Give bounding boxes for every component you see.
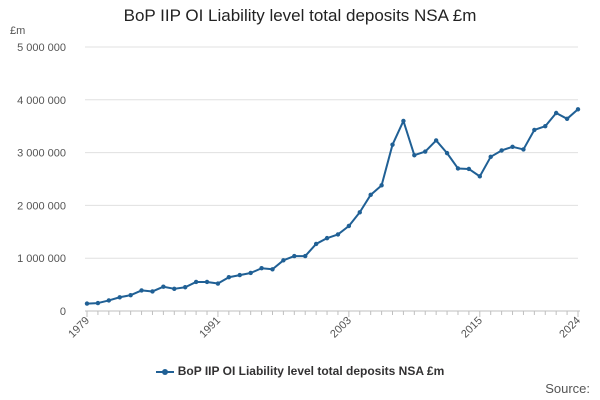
- series-layer: [84, 107, 581, 306]
- data-point: [499, 148, 504, 153]
- axes: 0 1 000 000 2 000 000 3 000 000 4 000 000 5 0…: [10, 25, 583, 340]
- chart-title: BoP IIP OI Liability level total deposit…: [123, 6, 477, 25]
- data-point: [237, 272, 242, 278]
- data-point: [532, 127, 537, 133]
- data-point: [259, 266, 264, 271]
- data-point: [215, 281, 221, 286]
- y-tick-label: 1 000 000: [17, 253, 66, 265]
- data-point: [379, 183, 384, 188]
- data-point: [521, 147, 526, 152]
- data-point: [455, 166, 461, 171]
- legend: BoP IIP OI Liability level total deposit…: [0, 364, 600, 378]
- x-tick-label: 1991: [197, 315, 223, 341]
- y-tick-label: 5 000 000: [17, 42, 66, 54]
- data-point: [510, 144, 515, 149]
- data-point: [128, 292, 133, 298]
- data-point: [281, 258, 286, 263]
- gridlines: [85, 46, 578, 259]
- data-point: [553, 110, 559, 116]
- data-point: [466, 166, 472, 172]
- x-tick-label: 2024: [557, 315, 583, 341]
- data-point: [292, 253, 297, 259]
- data-point: [313, 241, 319, 247]
- x-tick-label: 1979: [66, 315, 92, 341]
- data-point: [183, 285, 188, 290]
- y-tick-label: 3 000 000: [17, 148, 66, 160]
- source-label: Source:: [545, 381, 590, 396]
- data-point: [423, 149, 428, 154]
- data-point: [204, 279, 210, 285]
- data-point: [161, 284, 166, 289]
- data-point: [248, 270, 253, 276]
- legend-swatch: [155, 367, 174, 377]
- data-point: [193, 279, 199, 285]
- data-point: [303, 253, 308, 259]
- data-point: [575, 107, 581, 112]
- legend-label: BoP IIP OI Liability level total deposit…: [177, 364, 445, 378]
- data-point: [226, 275, 232, 280]
- data-point: [488, 154, 493, 160]
- data-point: [477, 174, 482, 179]
- data-point: [95, 300, 101, 306]
- y-tick-label: 0: [60, 306, 66, 318]
- data-point: [390, 142, 395, 147]
- data-point: [335, 232, 341, 237]
- data-point: [84, 301, 90, 306]
- y-axis-unit-label: £m: [10, 25, 25, 37]
- data-point: [150, 289, 155, 294]
- x-tick-label: 2015: [459, 315, 485, 341]
- data-point: [106, 298, 112, 303]
- data-point: [324, 235, 330, 241]
- data-point: [412, 153, 417, 158]
- y-tick-label: 4 000 000: [17, 95, 66, 107]
- data-point: [433, 138, 439, 143]
- series-line: [86, 108, 579, 305]
- data-point: [564, 116, 570, 122]
- data-point: [346, 223, 352, 229]
- data-point: [401, 118, 406, 124]
- data-point: [117, 295, 122, 300]
- legend-marker: [161, 368, 168, 375]
- x-tick-label: 2003: [328, 315, 354, 341]
- data-point: [139, 288, 144, 293]
- data-point: [357, 210, 362, 215]
- data-point: [543, 124, 548, 129]
- data-point: [444, 150, 450, 156]
- data-point: [172, 286, 177, 292]
- y-tick-label: 2 000 000: [17, 200, 66, 212]
- data-point: [270, 267, 275, 272]
- data-point: [368, 192, 373, 198]
